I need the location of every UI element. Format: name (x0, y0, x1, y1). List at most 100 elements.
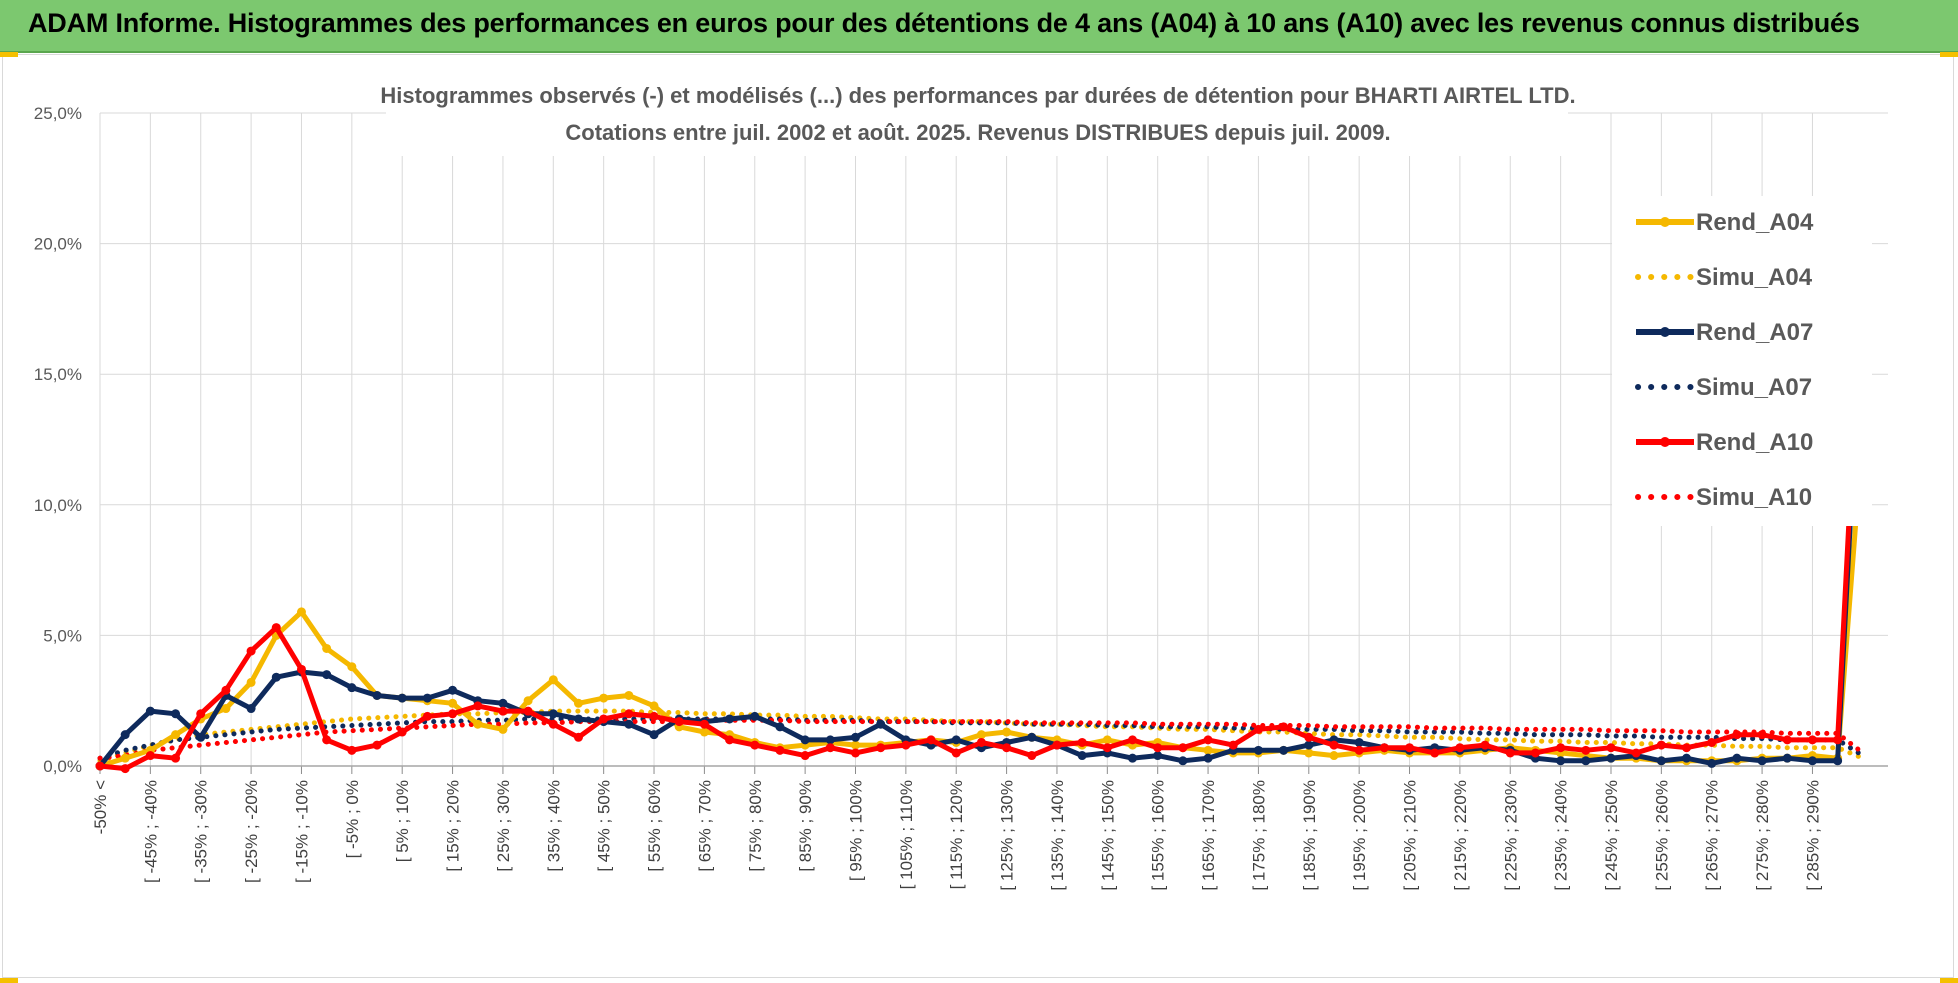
data-point-rend-a10 (1707, 737, 1717, 747)
series-line-simu-a10 (97, 717, 1866, 761)
data-point-rend-a10 (296, 664, 306, 674)
x-tick-label: [ 55% ; 60% (645, 780, 664, 872)
data-point-rend-a10 (850, 748, 860, 758)
data-point-rend-a10 (926, 735, 936, 745)
data-point-rend-a07 (1581, 756, 1591, 766)
x-tick-label: [ -25% ; -20% (242, 780, 261, 883)
data-point-rend-a10 (1203, 735, 1213, 745)
data-point-rend-a07 (1354, 737, 1364, 747)
data-point-rend-a07 (1128, 753, 1138, 763)
y-tick-label: 20,0% (34, 235, 82, 254)
x-tick-label: [ 285% ; 290% (1803, 780, 1822, 891)
data-point-rend-a10 (1556, 743, 1566, 753)
y-tick-label: 5,0% (43, 626, 82, 645)
data-point-rend-a07 (850, 732, 860, 742)
data-point-rend-a10 (397, 727, 407, 737)
data-point-rend-a04 (1203, 745, 1213, 755)
x-tick-label: [ 75% ; 80% (746, 780, 765, 872)
data-point-rend-a07 (775, 722, 785, 732)
x-tick-label: [ -5% ; 0% (343, 780, 362, 858)
header-banner: ADAM Informe. Histogrammes des performan… (0, 0, 1958, 53)
data-point-rend-a10 (1455, 743, 1465, 753)
series-line-rend-a07 (98, 287, 1866, 768)
corner-mark-top-left (0, 52, 18, 57)
data-point-rend-a10 (95, 761, 105, 771)
x-tick-label: [ 155% ; 160% (1149, 780, 1168, 891)
series-layer (95, 249, 1868, 774)
data-point-rend-a07 (750, 711, 760, 721)
data-point-rend-a07 (422, 693, 432, 703)
x-tick-label: [ 235% ; 240% (1552, 780, 1571, 891)
data-point-rend-a07 (322, 670, 332, 680)
corner-mark-top-right (1940, 52, 1958, 57)
data-point-rend-a10 (901, 740, 911, 750)
data-point-rend-a10 (1581, 745, 1591, 755)
data-point-rend-a10 (473, 701, 483, 711)
data-point-rend-a10 (699, 719, 709, 729)
x-tick-label: [ 165% ; 170% (1199, 780, 1218, 891)
x-tick-label: [ 25% ; 30% (494, 780, 513, 872)
data-point-rend-a07 (1178, 756, 1188, 766)
legend-label-rend-a04: Rend_A04 (1696, 209, 1814, 236)
grid-lines (99, 112, 1888, 767)
data-point-rend-a07 (725, 714, 735, 724)
data-point-rend-a07 (951, 735, 961, 745)
data-point-rend-a10 (1656, 740, 1666, 750)
legend-label-simu-a07: Simu_A07 (1696, 374, 1812, 401)
data-point-rend-a10 (1732, 730, 1742, 740)
data-point-rend-a07 (1707, 758, 1717, 768)
data-point-rend-a10 (1027, 751, 1037, 761)
data-point-rend-a07 (1556, 756, 1566, 766)
data-point-rend-a07 (1782, 753, 1792, 763)
data-point-rend-a10 (171, 753, 181, 763)
x-tick-label: [ 185% ; 190% (1300, 780, 1319, 891)
data-point-rend-a10 (674, 717, 684, 727)
banner-title: ADAM Informe. Histogrammes des performan… (28, 8, 1860, 38)
data-point-rend-a10 (1077, 737, 1087, 747)
y-axis: 0,0% 5,0% 10,0% 15,0% 20,0% 25,0% (34, 104, 82, 776)
data-point-rend-a04 (296, 607, 306, 617)
y-tick-label: 15,0% (34, 365, 82, 384)
data-point-rend-a07 (1153, 751, 1163, 761)
data-point-rend-a10 (976, 737, 986, 747)
x-tick-label: [ 65% ; 70% (695, 780, 714, 872)
data-point-rend-a07 (1833, 756, 1843, 766)
data-point-rend-a10 (725, 735, 735, 745)
data-point-rend-a04 (1102, 735, 1112, 745)
x-tick-label: [ 275% ; 280% (1753, 780, 1772, 891)
data-point-rend-a04 (699, 727, 709, 737)
data-point-rend-a10 (1530, 748, 1540, 758)
data-point-rend-a10 (448, 709, 458, 719)
data-point-rend-a10 (1279, 722, 1289, 732)
title-background (386, 76, 1568, 156)
data-point-rend-a10 (1430, 748, 1440, 758)
data-point-rend-a07 (800, 735, 810, 745)
data-point-rend-a10 (1228, 740, 1238, 750)
data-point-rend-a04 (347, 662, 357, 672)
data-point-rend-a04 (246, 677, 256, 687)
x-tick-label: [ 135% ; 140% (1048, 780, 1067, 891)
y-tick-label: 25,0% (34, 104, 82, 123)
data-point-rend-a04 (1002, 727, 1012, 737)
data-point-rend-a10 (1480, 740, 1490, 750)
data-point-rend-a04 (498, 724, 508, 734)
data-point-rend-a07 (246, 704, 256, 714)
legend-marker-rend-a04 (1660, 217, 1670, 227)
x-tick-label: [ 95% ; 100% (846, 780, 865, 881)
legend-label-rend-a10: Rend_A10 (1696, 429, 1813, 456)
data-point-rend-a07 (825, 735, 835, 745)
series-line-simu-a04 (97, 708, 1866, 764)
data-point-rend-a07 (649, 730, 659, 740)
data-point-rend-a07 (498, 698, 508, 708)
data-point-rend-a07 (573, 714, 583, 724)
x-tick-label: [ 175% ; 180% (1249, 780, 1268, 891)
data-point-rend-a10 (1354, 745, 1364, 755)
x-tick-label: [ 115% ; 120% (947, 780, 966, 889)
data-point-rend-a10 (1606, 743, 1616, 753)
x-tick-label: [ -35% ; -30% (192, 780, 211, 883)
x-axis: -50% < [ -45% ; -40% [ -35% ; -30% [ -25% ;… (91, 765, 1888, 891)
x-tick-label: [ 215% ; 220% (1451, 780, 1470, 891)
x-tick-label: -50% < (91, 780, 110, 834)
x-tick-label: [ 265% ; 270% (1703, 780, 1722, 891)
data-point-rend-a07 (1807, 756, 1817, 766)
